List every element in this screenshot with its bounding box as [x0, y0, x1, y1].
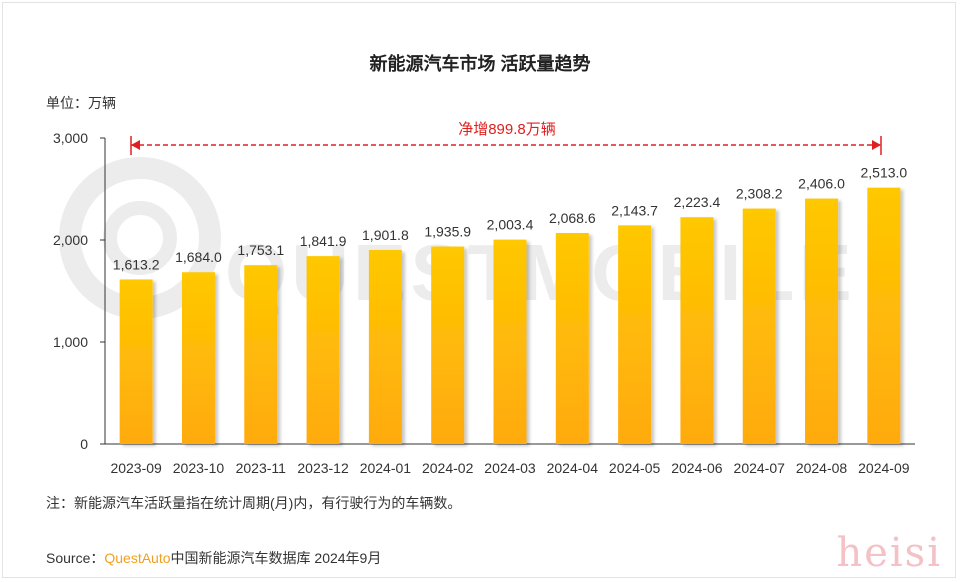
footnote: 注：新能源汽车活跃量指在统计周期(月)内，有行驶行为的车辆数。: [46, 495, 462, 511]
chart-title: 新能源汽车市场 活跃量趋势: [369, 54, 591, 74]
source-line: Source：QuestAuto中国新能源汽车数据库 2024年9月: [46, 548, 381, 568]
bar-value-label: 1,841.9: [300, 233, 347, 249]
bar: [306, 256, 340, 444]
value-labels: 1,613.2 1,684.0 1,753.1 1,841.9 1,901.8 1,935…: [113, 165, 908, 273]
net-increase-annotation: 净增899.8万辆: [130, 119, 882, 155]
bar-value-label: 2,406.0: [798, 176, 845, 192]
bar: [618, 225, 652, 444]
bar: [431, 246, 465, 444]
bar-value-label: 2,513.0: [860, 165, 907, 181]
x-tick-label: 2023-11: [236, 460, 287, 476]
bar: [119, 279, 153, 444]
bar-value-label: 1,613.2: [113, 256, 160, 272]
bar: [368, 250, 402, 444]
source-brand: QuestAuto: [104, 550, 171, 566]
bar-value-label: 1,901.8: [362, 227, 409, 243]
bar-value-label: 2,003.4: [487, 217, 534, 233]
y-tick-label: 0: [80, 436, 88, 452]
bar: [805, 198, 839, 444]
x-tick-label: 2023-09: [110, 460, 162, 476]
bar-value-label: 2,068.6: [549, 210, 596, 226]
annotation-label-bg: [446, 119, 568, 139]
x-tick-label: 2024-04: [547, 460, 599, 476]
bar: [244, 265, 278, 444]
x-tick-label: 2024-02: [422, 460, 474, 476]
x-tick-label: 2024-06: [671, 460, 723, 476]
y-tick-label: 2,000: [53, 232, 88, 248]
bar: [867, 187, 901, 444]
bar-value-label: 2,143.7: [611, 202, 658, 218]
annotation-label: 净增899.8万辆: [458, 121, 556, 138]
bar-value-label: 1,684.0: [175, 249, 222, 265]
bar: [181, 272, 215, 444]
annotation-left-arrowhead: [131, 140, 140, 150]
x-tick-label: 2024-05: [609, 460, 661, 476]
y-axis-labels: 0 1,000 2,000 3,000: [53, 130, 88, 452]
unit-label: 单位：万辆: [46, 95, 116, 111]
bar: [680, 217, 714, 444]
bar-series: [119, 187, 901, 444]
bar: [742, 208, 776, 444]
x-tick-label: 2023-12: [297, 460, 349, 476]
bar-value-label: 2,308.2: [736, 186, 783, 202]
annotation-right-arrowhead: [872, 140, 881, 150]
source-prefix: Source：: [46, 550, 105, 566]
source-rest: 中国新能源汽车数据库 2024年9月: [170, 550, 382, 566]
bar: [555, 233, 589, 444]
x-tick-label: 2023-10: [173, 460, 225, 476]
x-axis-labels: 2023-09 2023-10 2023-11 2023-12 2024-01 2024-…: [110, 460, 909, 476]
x-tick-label: 2024-01: [360, 460, 412, 476]
x-tick-label: 2024-03: [484, 460, 536, 476]
x-tick-label: 2024-09: [858, 460, 910, 476]
bar: [493, 239, 527, 444]
x-tick-label: 2024-08: [796, 460, 848, 476]
bar-value-label: 2,223.4: [674, 194, 721, 210]
y-tick-label: 1,000: [53, 334, 88, 350]
bar-value-label: 1,753.1: [237, 242, 284, 258]
x-tick-label: 2024-07: [734, 460, 786, 476]
bar-value-label: 1,935.9: [424, 224, 471, 240]
corner-watermark: heisi: [836, 530, 942, 576]
y-tick-label: 3,000: [53, 130, 88, 146]
